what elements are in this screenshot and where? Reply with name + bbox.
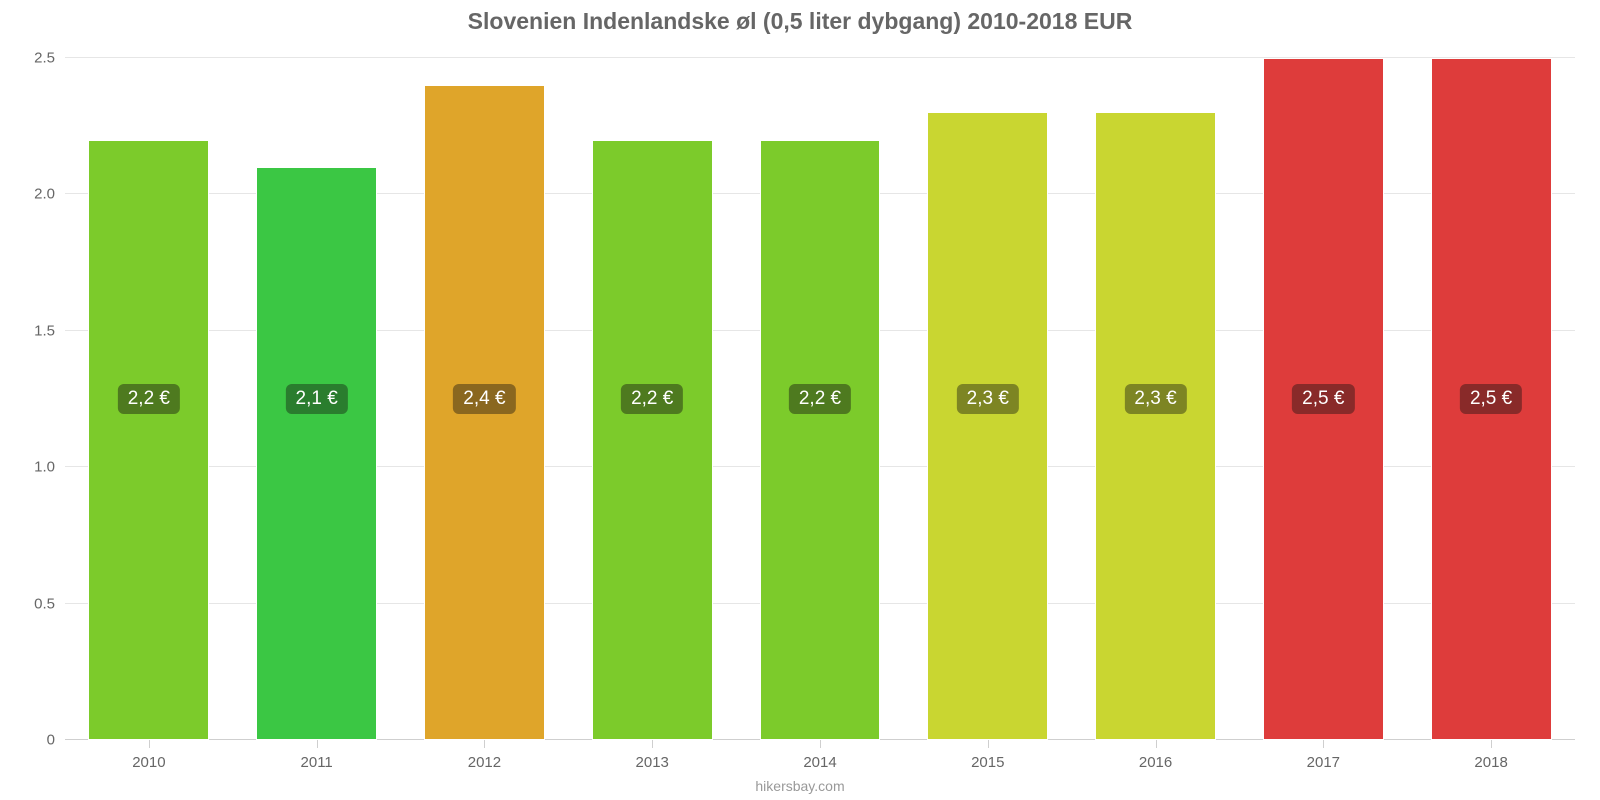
bar-value-label: 2,5 €	[1292, 384, 1354, 414]
bar-value-label: 2,5 €	[1460, 384, 1522, 414]
bar-value-label: 2,4 €	[453, 384, 515, 414]
chart-container: Slovenien Indenlandske øl (0,5 liter dyb…	[0, 0, 1600, 800]
y-tick-label: 2.0	[34, 186, 65, 203]
x-tick-label: 2012	[468, 740, 501, 771]
bar-value-label: 2,2 €	[118, 384, 180, 414]
bar-value-label: 2,2 €	[789, 384, 851, 414]
y-tick-label: 1.5	[34, 322, 65, 339]
x-tick-label: 2014	[803, 740, 836, 771]
attribution-text: hikersbay.com	[0, 778, 1600, 794]
bars-layer: 2,2 € 2,1 € 2,4 € 2,2 € 2,2 € 2,3 € 2,3 € 2,5 €…	[65, 44, 1575, 740]
x-tick-label: 2013	[636, 740, 669, 771]
bar: 2,2 €	[760, 140, 881, 740]
chart-title: Slovenien Indenlandske øl (0,5 liter dyb…	[0, 0, 1600, 41]
bar: 2,5 €	[1431, 58, 1552, 740]
x-tick-label: 2010	[132, 740, 165, 771]
bar: 2,5 €	[1263, 58, 1384, 740]
x-tick-label: 2011	[301, 740, 333, 771]
bar: 2,3 €	[1095, 112, 1216, 740]
x-tick-label: 2016	[1139, 740, 1172, 771]
y-tick-label: 1.0	[34, 459, 65, 476]
y-tick-label: 2.5	[34, 49, 65, 66]
bar: 2,4 €	[424, 85, 545, 740]
bar: 2,2 €	[88, 140, 209, 740]
bar-value-label: 2,2 €	[621, 384, 683, 414]
x-tick-label: 2017	[1307, 740, 1340, 771]
plot-area: 00.51.01.52.02.5 2,2 €2,1 €2,4 €2,2 €2,2…	[65, 44, 1575, 740]
bar: 2,2 €	[592, 140, 713, 740]
bar-value-label: 2,3 €	[1124, 384, 1186, 414]
bar-value-label: 2,1 €	[286, 384, 348, 414]
y-tick-label: 0	[47, 732, 65, 749]
bar: 2,1 €	[256, 167, 377, 740]
bar-value-label: 2,3 €	[957, 384, 1019, 414]
bar: 2,3 €	[927, 112, 1048, 740]
x-tick-label: 2018	[1474, 740, 1507, 771]
y-tick-label: 0.5	[34, 595, 65, 612]
x-tick-label: 2015	[971, 740, 1004, 771]
